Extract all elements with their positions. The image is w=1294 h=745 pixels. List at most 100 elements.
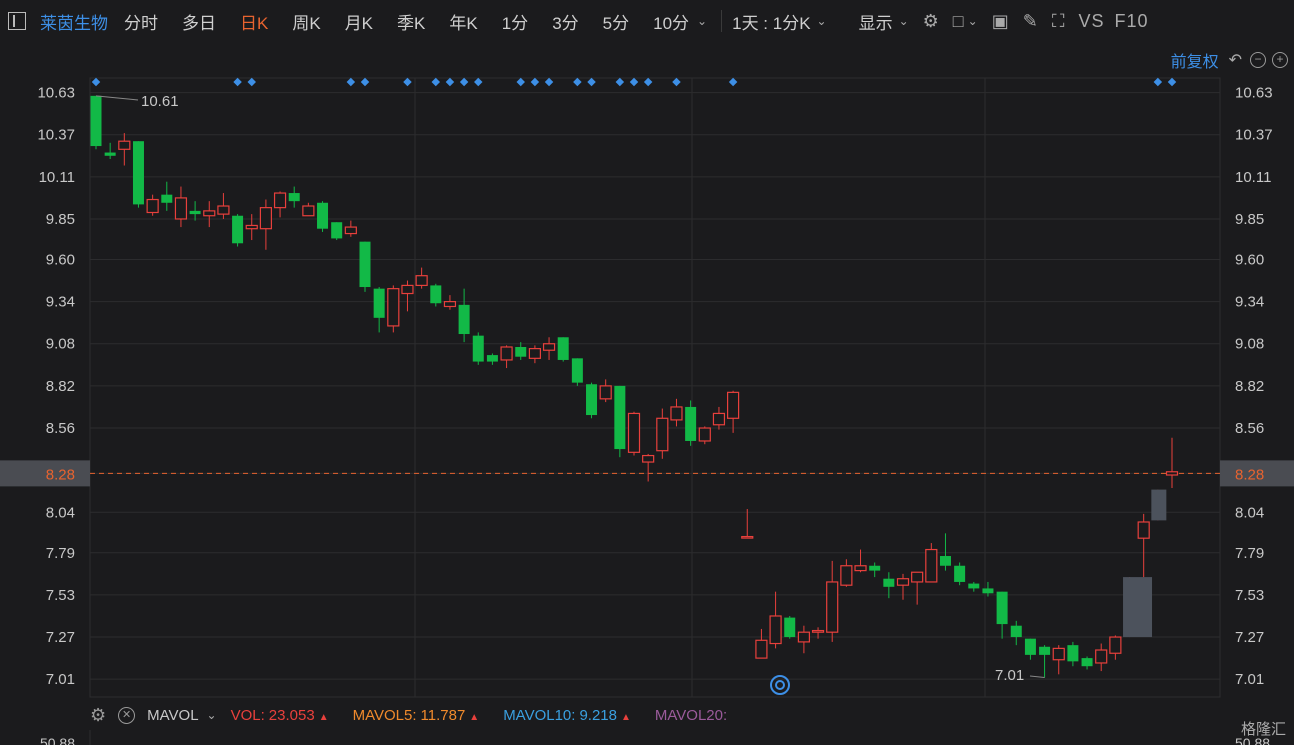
chevron-down-icon[interactable]: ⌄ xyxy=(816,14,827,28)
stock-name[interactable]: 莱茵生物 xyxy=(40,13,108,33)
candle-body xyxy=(670,406,683,421)
square-icon[interactable]: □ xyxy=(952,10,964,31)
sidebar-toggle-icon[interactable] xyxy=(8,12,26,30)
candle-body xyxy=(331,222,343,239)
zoom-out-icon[interactable]: − xyxy=(1250,52,1266,68)
close-icon[interactable]: ✕ xyxy=(118,706,136,724)
y-tick-label-right: 9.08 xyxy=(1235,336,1264,353)
y-tick-label-right: 8.56 xyxy=(1235,420,1264,437)
candle-body xyxy=(1039,646,1051,655)
chevron-down-icon[interactable]: ⌄ xyxy=(967,14,978,28)
candle-body xyxy=(387,288,400,327)
vol-label-3: MAVOL20: xyxy=(654,706,728,724)
candle-body xyxy=(1109,636,1122,654)
tab-daily-k[interactable]: 日K xyxy=(240,13,269,33)
candle-body xyxy=(642,454,655,463)
f10-button[interactable]: F10 xyxy=(1114,10,1149,31)
event-marker-icon xyxy=(643,77,653,87)
candle-body xyxy=(90,95,102,147)
fullscreen-icon[interactable]: ⛶ xyxy=(1051,10,1065,31)
candle-body xyxy=(883,578,895,587)
candle-body xyxy=(755,639,768,659)
tab-3min[interactable]: 3分 xyxy=(552,13,579,33)
min-annotation-line xyxy=(1029,675,1045,679)
current-price-label-left: 8.28 xyxy=(46,466,75,483)
chevron-down-icon[interactable]: ⌄ xyxy=(697,14,708,28)
event-marker-icon xyxy=(1153,77,1163,87)
chevron-down-icon[interactable]: ⌄ xyxy=(898,14,909,28)
candle-body-gap xyxy=(1151,489,1167,521)
candle-body xyxy=(968,583,980,589)
gear-icon[interactable]: ⚙ xyxy=(90,704,107,725)
camera-icon[interactable]: ▣ xyxy=(991,10,1009,31)
event-marker-icon xyxy=(403,77,412,87)
vol-label-1: MAVOL5: xyxy=(352,706,417,724)
info-circle-inner xyxy=(775,680,785,690)
candle-body xyxy=(1165,471,1179,476)
max-annotation-line xyxy=(95,95,139,101)
candle-body xyxy=(542,343,556,351)
candle-body xyxy=(599,385,612,400)
adjust-mode[interactable]: 前复权 xyxy=(1170,54,1219,71)
candle-body xyxy=(996,591,1008,625)
candle-body xyxy=(232,215,244,244)
tab-yearly-k[interactable]: 年K xyxy=(449,13,478,33)
tab-10min[interactable]: 10分 xyxy=(653,13,690,33)
candle-body xyxy=(500,346,513,361)
event-marker-icon xyxy=(587,77,596,87)
gear-icon[interactable]: ⚙ xyxy=(922,10,939,31)
tab-1min[interactable]: 1分 xyxy=(501,13,529,33)
candle-body xyxy=(925,548,938,583)
candle-body xyxy=(811,629,825,633)
event-marker-icon xyxy=(91,77,101,87)
tab-weekly-k[interactable]: 周K xyxy=(292,13,321,33)
tab-intraday[interactable]: 分时 xyxy=(124,13,158,33)
zoom-in-icon[interactable]: + xyxy=(1272,52,1288,68)
chevron-down-icon[interactable]: ⌄ xyxy=(206,708,217,722)
candle-body xyxy=(174,197,188,220)
y-tick-label-left: 7.27 xyxy=(46,629,75,646)
candle-body xyxy=(685,406,697,441)
candle-body xyxy=(656,417,669,452)
y-tick-label-right: 8.82 xyxy=(1235,378,1264,395)
y-tick-label-left: 8.56 xyxy=(46,420,75,437)
toolbar: 莱茵生物 分时 多日 日K 周K 月K 季K 年K 1分 3分 5分 10分 ⌄… xyxy=(0,0,1294,42)
vs-button[interactable]: VS xyxy=(1078,10,1105,31)
event-marker-icon xyxy=(573,77,582,87)
tab-5min[interactable]: 5分 xyxy=(602,13,630,33)
candle-body xyxy=(1010,625,1022,638)
pencil-icon[interactable]: ✎ xyxy=(1022,10,1038,31)
event-marker-icon xyxy=(474,77,483,87)
y-tick-label-left: 8.28 xyxy=(46,465,75,482)
candle-body xyxy=(458,304,470,335)
indicator-name[interactable]: MAVOL xyxy=(147,706,199,724)
candle-body xyxy=(317,202,329,229)
vol-value-2: 9.218 ▲ xyxy=(579,706,631,724)
candle-body xyxy=(896,578,910,586)
tab-quarterly-k[interactable]: 季K xyxy=(397,13,426,33)
y-tick-label-right: 7.53 xyxy=(1235,587,1264,604)
vol-value-1: 11.787 ▲ xyxy=(420,706,480,724)
sub-toolbar: 前复权 ↶ − + xyxy=(1171,48,1294,72)
tab-monthly-k[interactable]: 月K xyxy=(344,13,374,33)
up-arrow-icon: ▲ xyxy=(469,711,480,723)
tab-multiday[interactable]: 多日 xyxy=(182,13,216,33)
event-marker-icon xyxy=(530,77,540,87)
y-tick-label-left: 7.01 xyxy=(46,671,75,688)
candle-body xyxy=(954,565,966,582)
candle-body xyxy=(344,226,357,235)
candle-body xyxy=(203,210,216,217)
event-marker-icon xyxy=(445,77,455,87)
event-marker-icon xyxy=(233,77,242,87)
y-tick-label-left: 9.60 xyxy=(46,251,75,268)
candle-body-gap xyxy=(1123,577,1153,638)
event-marker-icon xyxy=(247,77,256,87)
undo-icon[interactable]: ↶ xyxy=(1228,52,1242,69)
y-tick-label-right: 8.04 xyxy=(1235,504,1264,521)
display-menu[interactable]: 显示 xyxy=(858,13,893,33)
candle-body xyxy=(146,198,159,214)
period-select[interactable]: 1天 : 1分K xyxy=(732,13,811,33)
candle-body xyxy=(571,358,583,383)
event-marker-icon xyxy=(516,77,525,87)
